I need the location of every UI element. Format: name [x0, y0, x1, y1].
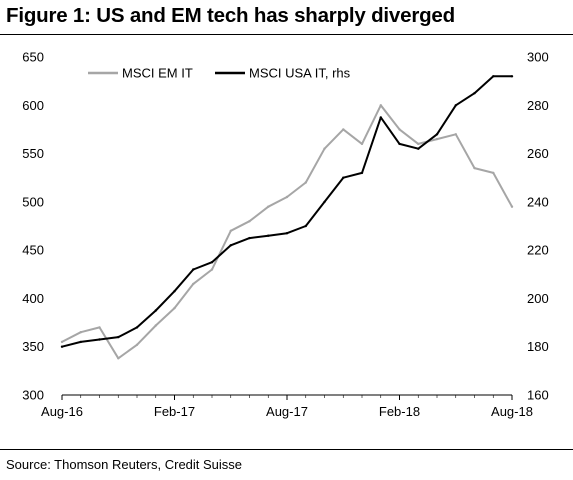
- data-point: [398, 128, 401, 131]
- data-point: [492, 75, 495, 78]
- y-right-tick-label: 300: [527, 50, 549, 65]
- data-point: [454, 104, 457, 107]
- data-point: [98, 326, 101, 329]
- data-point: [79, 331, 83, 334]
- data-point: [435, 137, 439, 141]
- tick-labels: Aug-16 Feb-17 Aug-17 Feb-18 Aug-18 300 350 400 4…: [22, 50, 548, 420]
- footer-divider: [0, 449, 573, 450]
- data-point: [248, 236, 251, 240]
- data-point: [135, 343, 139, 346]
- data-point: [192, 268, 195, 271]
- data-point: [117, 335, 120, 339]
- data-point: [267, 234, 270, 237]
- data-point: [229, 229, 232, 232]
- y-left-tick-label: 550: [22, 146, 44, 161]
- data-point: [473, 92, 476, 95]
- figure-title: Figure 1: US and EM tech has sharply div…: [6, 4, 455, 27]
- data-point: [60, 345, 64, 348]
- data-point: [267, 205, 270, 208]
- legend-label: MSCI EM IT: [122, 66, 193, 81]
- data-point: [323, 200, 326, 204]
- y-right-tick-label: 200: [527, 291, 549, 306]
- data-point: [229, 244, 232, 247]
- x-tick-label: Aug-16: [41, 404, 83, 419]
- data-point: [304, 224, 307, 228]
- title-divider: [0, 34, 573, 35]
- data-point: [379, 116, 382, 119]
- x-tick-label: Feb-18: [379, 404, 420, 419]
- data-point: [304, 181, 307, 184]
- data-point: [248, 220, 251, 223]
- chart-legend: MSCI EM IT MSCI USA IT, rhs: [88, 66, 351, 81]
- series-line-msci-em-it: [61, 104, 513, 360]
- y-right-tick-label: 280: [527, 98, 549, 113]
- data-point: [510, 75, 514, 78]
- x-tick-label: Feb-17: [154, 404, 195, 419]
- line-chart: Aug-16 Feb-17 Aug-17 Feb-18 Aug-18 300 350 400 4…: [22, 50, 548, 420]
- y-right-tick-label: 260: [527, 146, 549, 161]
- data-point: [435, 133, 439, 136]
- data-point: [285, 195, 289, 199]
- y-left-tick-label: 500: [22, 194, 44, 209]
- x-tick-label: Aug-18: [491, 404, 533, 419]
- chart-series: [60, 75, 514, 360]
- data-point: [117, 357, 120, 360]
- y-left-tick-label: 400: [22, 291, 44, 306]
- data-point: [454, 133, 457, 136]
- data-point: [60, 340, 64, 344]
- data-point: [285, 232, 289, 235]
- data-point: [154, 324, 157, 327]
- legend-label: MSCI USA IT, rhs: [249, 66, 351, 81]
- chart-axes: [61, 394, 513, 400]
- data-point: [210, 268, 214, 271]
- y-right-tick-label: 160: [527, 388, 549, 403]
- y-left-tick-label: 350: [22, 339, 44, 354]
- data-point: [417, 142, 420, 146]
- y-left-tick-label: 450: [22, 243, 44, 258]
- data-point: [173, 306, 176, 310]
- y-right-tick-label: 180: [527, 339, 549, 354]
- data-point: [360, 171, 364, 175]
- data-point: [135, 326, 139, 329]
- data-point: [154, 309, 157, 312]
- y-left-tick-label: 300: [22, 388, 44, 403]
- data-point: [492, 171, 495, 175]
- data-point: [98, 338, 101, 341]
- data-point: [473, 166, 476, 170]
- y-right-tick-label: 220: [527, 243, 549, 258]
- data-point: [510, 205, 514, 208]
- data-point: [379, 104, 382, 107]
- data-point: [323, 147, 326, 150]
- source-note: Source: Thomson Reuters, Credit Suisse: [6, 457, 243, 472]
- data-point: [342, 176, 345, 179]
- data-point: [360, 142, 364, 146]
- data-point: [173, 290, 176, 293]
- series-line-msci-usa-it: [61, 75, 512, 348]
- data-point: [192, 282, 195, 286]
- y-right-tick-label: 240: [527, 194, 549, 209]
- y-left-tick-label: 600: [22, 98, 44, 113]
- data-point: [210, 261, 214, 264]
- data-point: [79, 340, 83, 344]
- data-point: [398, 142, 401, 146]
- y-left-tick-label: 650: [22, 50, 44, 65]
- x-tick-label: Aug-17: [266, 404, 308, 419]
- data-point: [342, 128, 345, 131]
- data-point: [417, 147, 420, 150]
